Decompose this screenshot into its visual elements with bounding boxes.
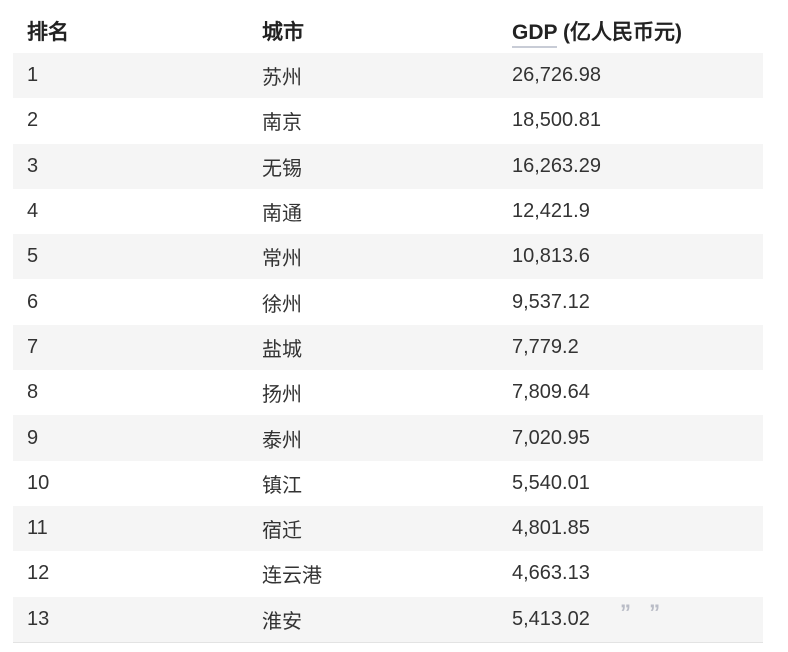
gdp-value: 7,020.95 [512,426,590,449]
table-row: 11 宿迁 4,801.85 [13,505,763,552]
table-row: 10 镇江 5,540.01 [13,461,763,506]
gdp-value: 16,263.29 [512,154,601,177]
table-row: 7 盐城 7,779.2 [13,324,763,371]
gdp-cell: 5,540.01 [512,472,763,495]
city-cell: 常州 [262,248,302,271]
gdp-value: 26,726.98 [512,64,601,87]
quote-icon[interactable]: ” ” [620,599,667,625]
gdp-cell: 9,537.12 [512,291,763,314]
rank-cell: 5 [27,245,39,268]
header-gdp-unit: (亿人民币元) [557,20,682,44]
table-row: 9 泰州 7,020.95 [13,415,763,461]
gdp-value: 18,500.81 [512,109,601,132]
table-row: 3 无锡 16,263.29 [13,143,763,189]
city-cell: 淮安 [262,610,302,633]
header-city: 城市 [262,20,304,44]
city-cell: 泰州 [262,429,302,452]
city-cell: 南京 [262,112,302,135]
gdp-value: 7,809.64 [512,381,590,404]
city-cell: 苏州 [262,67,302,90]
gdp-table: 排名 城市 GDP (亿人民币元) 1 苏州 26,726.98 2 南京 18,… [13,8,763,643]
gdp-cell: 7,779.2 [512,336,763,359]
rank-cell: 8 [27,381,39,404]
header-gdp: GDP (亿人民币元) [512,16,763,48]
rank-cell: 10 [27,471,50,494]
gdp-value: 5,540.01 [512,471,590,494]
table-row: 12 连云港 4,663.13 [13,551,763,596]
table-bottom-border [13,641,763,643]
city-cell: 徐州 [262,293,302,316]
header-rank: 排名 [27,20,69,44]
rank-cell: 12 [27,562,50,585]
gdp-cell: 7,020.95 [512,427,763,450]
gdp-value: 4,801.85 [512,517,590,540]
table-row: 8 扬州 7,809.64 [13,370,763,415]
city-cell: 宿迁 [262,520,302,543]
gdp-cell: 4,663.13 [512,562,763,585]
gdp-cell: 26,726.98 [512,64,763,87]
gdp-value: 12,421.9 [512,200,590,223]
table-row: 6 徐州 9,537.12 [13,279,763,324]
rank-cell: 1 [27,64,39,87]
rank-cell: 9 [27,426,39,449]
city-cell: 扬州 [262,384,302,407]
gdp-value: 7,779.2 [512,335,579,358]
table-row: 13 淮安 5,413.02 ” ” [13,596,763,642]
gdp-cell: 7,809.64 [512,381,763,404]
city-cell: 连云港 [262,565,322,588]
city-cell: 南通 [262,203,302,226]
table-row: 2 南京 18,500.81 [13,98,763,143]
gdp-cell: 10,813.6 [512,245,763,268]
gdp-cell: 18,500.81 [512,109,763,132]
rank-cell: 3 [27,154,39,177]
city-cell: 镇江 [262,474,302,497]
table-row: 4 南通 12,421.9 [13,189,763,234]
rank-cell: 13 [27,607,50,630]
header-gdp-link[interactable]: GDP [512,20,558,48]
table-header: 排名 城市 GDP (亿人民币元) [13,8,763,53]
gdp-cell: 4,801.85 [512,517,763,540]
gdp-value: 4,663.13 [512,562,590,585]
city-cell: 盐城 [262,338,302,361]
table-row: 1 苏州 26,726.98 [13,53,763,99]
rank-cell: 7 [27,335,39,358]
gdp-value: 5,413.02 [512,607,590,630]
rank-cell: 4 [27,200,39,223]
gdp-cell: 12,421.9 [512,200,763,223]
rank-cell: 2 [27,109,39,132]
table-row: 5 常州 10,813.6 [13,234,763,280]
rank-cell: 11 [27,517,48,540]
gdp-value: 10,813.6 [512,245,590,268]
rank-cell: 6 [27,290,39,313]
gdp-cell: 5,413.02 ” ” [512,600,763,631]
city-cell: 无锡 [262,157,302,180]
gdp-value: 9,537.12 [512,290,590,313]
gdp-cell: 16,263.29 [512,155,763,178]
